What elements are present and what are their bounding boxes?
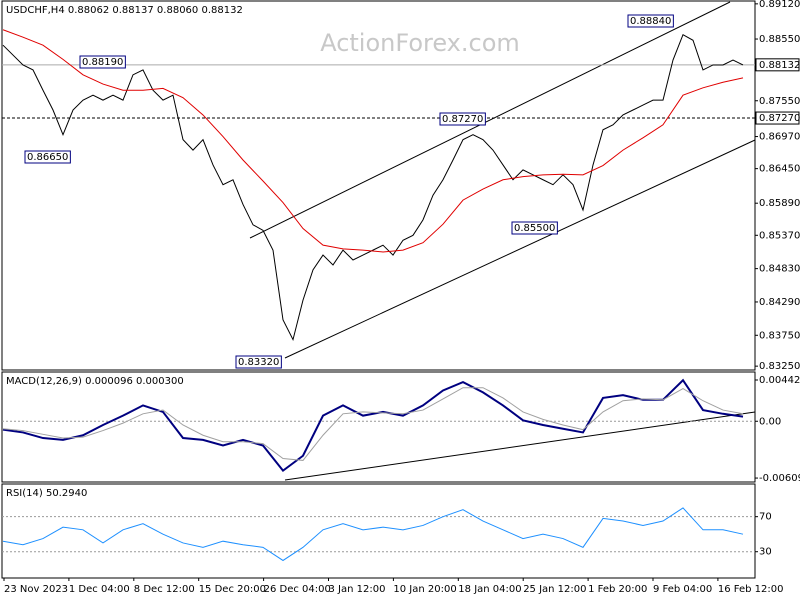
annotation: 0.83320 <box>238 357 279 368</box>
series-line <box>2 387 744 461</box>
x-tick-label: 16 Feb 12:00 <box>718 584 784 595</box>
annotation: 0.88190 <box>82 57 123 68</box>
y-tick-label: 0.84830 <box>759 264 800 275</box>
chart-title: USDCHF,H4 0.88062 0.88137 0.88060 0.8813… <box>6 5 243 16</box>
annotation-box <box>79 55 126 69</box>
x-tick-label: 23 Nov 2023 <box>4 584 68 595</box>
level-label: 0.87270 <box>759 113 800 124</box>
annotation: 0.86650 <box>27 152 68 163</box>
y-tick-label: 0.004425 <box>759 375 800 386</box>
y-tick-label: 0.86970 <box>759 132 800 143</box>
macd-trendline <box>284 411 756 481</box>
channel-lower <box>284 139 756 359</box>
y-tick-label: 0.89120 <box>759 0 800 10</box>
panel-label: MACD(12,26,9) 0.000096 0.000300 <box>6 376 184 387</box>
x-tick-label: 10 Jan 20:00 <box>393 584 456 595</box>
panel-label: RSI(14) 50.2940 <box>6 488 87 499</box>
series-line <box>2 29 744 253</box>
annotation: 0.87270 <box>442 114 483 125</box>
panel-border <box>1 483 756 579</box>
watermark: ActionForex.com <box>320 29 520 57</box>
x-tick-label: 15 Dec 20:00 <box>199 584 266 595</box>
x-tick-label: 9 Feb 04:00 <box>653 584 712 595</box>
panel-border <box>1 371 756 483</box>
series-line <box>2 33 744 342</box>
x-tick-label: 8 Dec 12:00 <box>134 584 195 595</box>
current-price-box <box>755 58 800 72</box>
y-tick-label: 0.85370 <box>759 230 800 241</box>
y-tick-label: 0.87550 <box>759 96 800 107</box>
x-tick-label: 26 Dec 04:00 <box>264 584 331 595</box>
annotation-box <box>627 14 674 28</box>
level-box <box>755 111 800 125</box>
series-line <box>2 507 744 562</box>
channel-upper <box>249 1 731 239</box>
x-tick-label: 3 Jan 12:00 <box>329 584 386 595</box>
y-tick-label: -0.006092 <box>759 473 800 484</box>
x-tick-label: 18 Jan 04:00 <box>458 584 521 595</box>
y-tick-label: 0.84290 <box>759 297 800 308</box>
y-tick-label: 30 <box>759 547 772 558</box>
y-tick-label: 0.83250 <box>759 361 800 372</box>
x-tick-label: 25 Jan 12:00 <box>523 584 586 595</box>
y-tick-label: 70 <box>759 512 772 523</box>
y-tick-label: 0.85890 <box>759 198 800 209</box>
annotation-box <box>235 355 282 369</box>
annotation-box <box>439 112 486 126</box>
annotation: 0.85500 <box>514 223 555 234</box>
current-price-label: 0.88132 <box>759 60 800 71</box>
y-tick-label: 0.86450 <box>759 164 800 175</box>
annotation-box <box>24 150 71 164</box>
y-tick-label: 0.83750 <box>759 330 800 341</box>
panel-border <box>1 0 756 371</box>
annotation: 0.88840 <box>630 16 671 27</box>
y-tick-label: 0.88550 <box>759 34 800 45</box>
y-tick-label: 0.00 <box>759 416 781 427</box>
x-tick-label: 1 Dec 04:00 <box>69 584 130 595</box>
x-tick-label: 1 Feb 20:00 <box>588 584 647 595</box>
annotation-box <box>511 221 558 235</box>
series-line <box>2 378 744 473</box>
